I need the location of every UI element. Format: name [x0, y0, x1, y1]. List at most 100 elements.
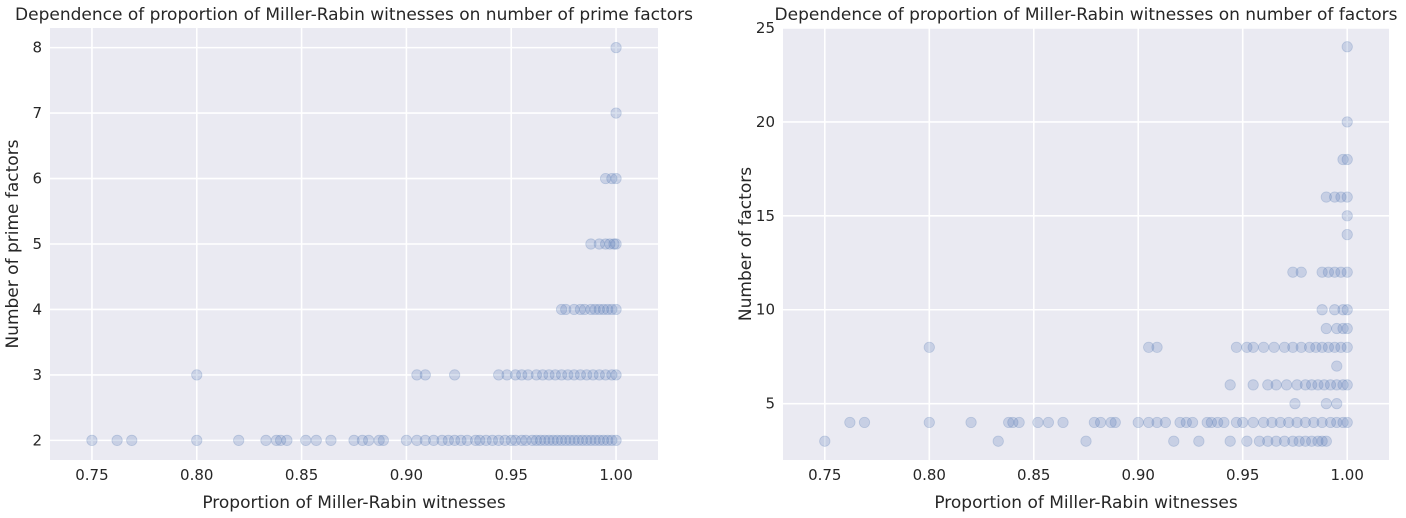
- data-point: [574, 369, 587, 381]
- data-point: [560, 434, 572, 446]
- data-point: [1143, 416, 1155, 429]
- data-point: [1329, 304, 1341, 316]
- data-point: [568, 434, 580, 446]
- data-point: [191, 369, 203, 381]
- data-point: [1143, 341, 1155, 353]
- data-point: [610, 172, 622, 185]
- data-point: [923, 416, 935, 429]
- y-tick-label: 20: [756, 113, 775, 131]
- data-point: [1337, 322, 1349, 335]
- data-point: [474, 434, 486, 446]
- data-point: [275, 434, 287, 446]
- data-point: [543, 369, 555, 381]
- chart-title: Dependence of proportion of Miller-Rabin…: [15, 5, 693, 25]
- chart-2: 0.75 0.80 0.85 0.90 0.95 1.00 5 10 15 20 25Depende…: [736, 5, 1398, 513]
- data-point: [564, 434, 576, 446]
- data-point: [965, 416, 977, 429]
- data-point: [597, 303, 610, 316]
- data-point: [581, 434, 593, 446]
- data-point: [1109, 416, 1121, 429]
- data-point: [1212, 416, 1224, 429]
- data-point: [602, 303, 614, 316]
- data-point: [599, 369, 612, 381]
- data-point: [520, 434, 532, 446]
- data-point: [126, 434, 138, 446]
- data-point: [1287, 266, 1299, 278]
- data-point: [1295, 341, 1307, 353]
- data-point: [1278, 341, 1291, 353]
- x-tick-label: 1.00: [1331, 466, 1364, 484]
- data-point: [1268, 341, 1280, 353]
- data-point: [562, 369, 574, 381]
- data-point: [1312, 435, 1324, 447]
- data-point: [530, 434, 543, 446]
- data-point: [1230, 341, 1243, 353]
- data-point: [1312, 379, 1324, 391]
- data-point: [509, 434, 522, 446]
- data-point: [442, 434, 454, 446]
- data-point: [568, 369, 580, 381]
- data-point: [1088, 416, 1100, 429]
- data-point: [1341, 153, 1353, 166]
- data-point: [610, 434, 622, 446]
- data-point: [606, 303, 618, 316]
- data-point: [599, 172, 612, 185]
- data-point: [608, 238, 620, 250]
- data-point: [260, 434, 272, 446]
- data-point: [1341, 41, 1353, 53]
- data-point: [86, 434, 98, 446]
- y-tick-label: 6: [32, 170, 42, 188]
- data-point: [1335, 266, 1347, 278]
- data-point: [1341, 322, 1353, 335]
- data-point: [555, 369, 568, 381]
- y-tick-label: 15: [756, 207, 775, 225]
- data-point: [539, 434, 551, 446]
- data-point: [1218, 416, 1230, 429]
- data-point: [1341, 379, 1353, 391]
- data-point: [1201, 416, 1213, 429]
- y-axis-label: Number of prime factors: [3, 139, 23, 348]
- data-point: [1341, 266, 1353, 278]
- data-point: [1341, 191, 1353, 203]
- data-point: [505, 434, 517, 446]
- data-point: [1337, 153, 1349, 166]
- data-point: [606, 172, 618, 185]
- data-point: [1057, 416, 1069, 429]
- y-tick-label: 7: [32, 104, 42, 122]
- data-point: [602, 434, 614, 446]
- data-point: [585, 303, 597, 316]
- data-point: [1291, 416, 1303, 429]
- data-point: [356, 434, 368, 446]
- data-point: [400, 434, 413, 446]
- data-point: [501, 369, 513, 381]
- data-point: [419, 369, 431, 381]
- data-point: [1324, 416, 1337, 429]
- scatter-points: [819, 41, 1353, 447]
- data-point: [1270, 435, 1282, 447]
- data-point: [516, 434, 528, 446]
- chart-1: 0.75 0.80 0.85 0.90 0.95 1.00 2 3 4 5 6 7 8 Dependenc…: [3, 5, 693, 513]
- data-point: [1331, 416, 1343, 429]
- data-point: [428, 434, 440, 446]
- data-point: [480, 434, 492, 446]
- data-point: [499, 434, 511, 446]
- data-point: [610, 107, 622, 119]
- y-tick-label: 10: [756, 301, 775, 319]
- data-point: [1262, 379, 1274, 391]
- x-tick-label: 1.00: [599, 466, 632, 484]
- data-point: [1320, 435, 1332, 447]
- data-point: [593, 238, 605, 250]
- data-point: [516, 369, 528, 381]
- data-point: [455, 434, 467, 446]
- data-point: [1258, 341, 1270, 353]
- data-point: [486, 434, 498, 446]
- y-tick-label: 4: [32, 300, 42, 318]
- data-point: [597, 434, 610, 446]
- data-point: [1322, 266, 1335, 278]
- data-point: [1341, 304, 1353, 316]
- data-point: [555, 434, 568, 446]
- data-point: [1306, 435, 1318, 447]
- data-point: [1013, 416, 1025, 429]
- data-point: [363, 434, 375, 446]
